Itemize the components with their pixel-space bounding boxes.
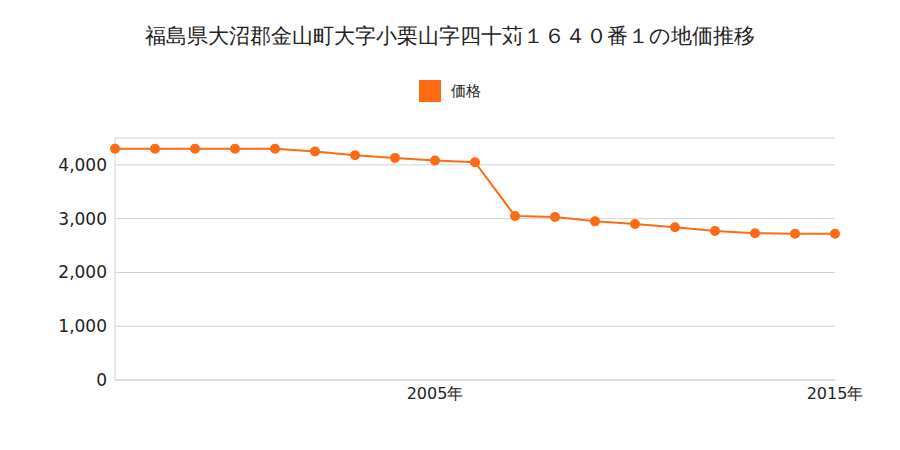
svg-text:3,000: 3,000 [58, 209, 107, 229]
svg-text:0: 0 [96, 370, 107, 390]
svg-text:2005年: 2005年 [407, 384, 464, 403]
html-text:価格: 価格 [451, 81, 481, 100]
html-text:福島県大沼郡金山町大字小栗山字四十苅１６４０番１の地価推移: 福島県大沼郡金山町大字小栗山字四十苅１６４０番１の地価推移 [145, 24, 755, 48]
svg-text:4,000: 4,000 [58, 155, 107, 175]
svg-text:2,000: 2,000 [58, 262, 107, 282]
svg-text:1,000: 1,000 [58, 316, 107, 336]
svg-text:2015年: 2015年 [807, 384, 864, 403]
